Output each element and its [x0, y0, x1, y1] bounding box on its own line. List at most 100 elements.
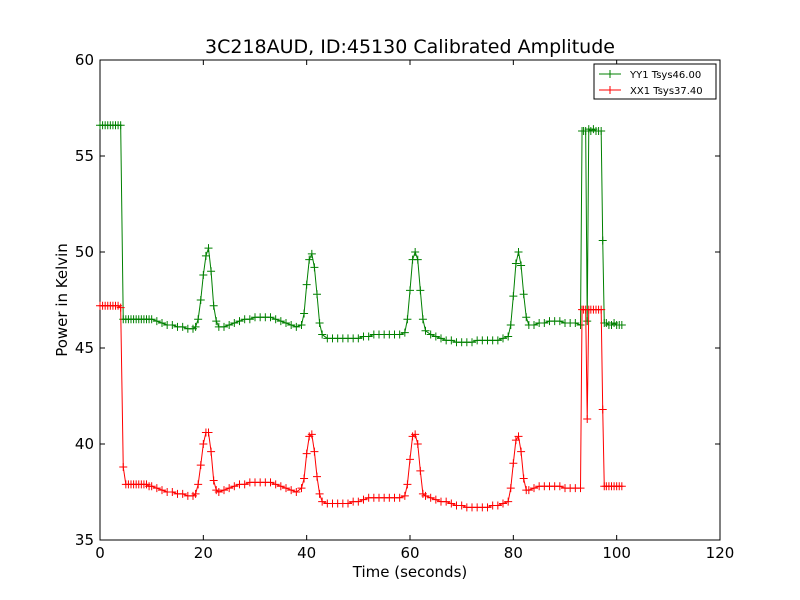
data-point: [597, 305, 606, 314]
data-point: [196, 296, 205, 304]
y-tick-label: 60: [75, 51, 94, 69]
data-point: [344, 499, 352, 508]
data-point: [266, 478, 275, 487]
data-point: [204, 428, 213, 437]
data-point: [540, 319, 549, 328]
data-point: [598, 236, 607, 245]
data-point: [152, 317, 161, 326]
data-point: [191, 322, 200, 331]
data-point: [403, 480, 412, 489]
data-point: [178, 322, 187, 331]
data-point: [421, 491, 430, 500]
data-point: [511, 259, 520, 268]
x-tick-label: 60: [400, 544, 419, 562]
data-point: [509, 292, 518, 301]
y-tick-label: 45: [75, 339, 94, 357]
y-tick-label: 55: [75, 147, 94, 165]
data-point: [555, 317, 564, 326]
legend: YY1 Tsys46.00 XX1 Tsys37.40: [593, 63, 717, 100]
data-point: [416, 466, 425, 475]
chart-title: 3C218AUD, ID:45130 Calibrated Amplitude: [205, 36, 615, 58]
data-point: [315, 489, 324, 498]
data-point: [302, 280, 311, 289]
data-point: [519, 474, 528, 483]
data-point: [426, 493, 435, 502]
y-axis: 35 40 45 50 55 60: [75, 51, 720, 549]
data-point: [147, 315, 156, 324]
data-point: [245, 315, 254, 324]
legend-marker: [606, 86, 614, 94]
data-point: [431, 332, 440, 341]
data-point: [147, 482, 156, 491]
data-point: [194, 480, 203, 489]
x-axis-label: Time (seconds): [352, 563, 468, 581]
data-point: [207, 447, 216, 456]
data-point: [617, 482, 626, 491]
data-point: [297, 320, 306, 329]
data-point: [297, 484, 306, 493]
data-point: [207, 267, 216, 276]
data-point: [506, 320, 515, 329]
data-point: [225, 484, 234, 493]
x-tick-label: 20: [194, 544, 213, 562]
data-point: [230, 319, 239, 328]
legend-label: YY1 Tsys46.00: [629, 70, 701, 81]
x-tick-label: 80: [504, 544, 523, 562]
data-point: [276, 482, 285, 491]
data-point: [413, 440, 422, 448]
x-tick-label: 40: [297, 544, 316, 562]
data-point: [354, 497, 363, 506]
data-point: [315, 319, 324, 328]
data-point: [583, 317, 592, 326]
data-point: [403, 315, 412, 324]
data-point: [493, 336, 502, 345]
data-point: [576, 320, 585, 329]
data-point: [178, 489, 187, 498]
data-point: [598, 405, 607, 414]
data-point: [506, 484, 515, 493]
data-point: [307, 430, 316, 439]
series-layer: [96, 121, 626, 512]
data-point: [282, 484, 290, 493]
data-point: [400, 491, 409, 500]
data-point: [305, 255, 314, 264]
data-point: [583, 415, 592, 424]
data-point: [555, 482, 564, 491]
data-point: [437, 334, 445, 343]
data-point: [421, 326, 430, 335]
data-point: [359, 495, 368, 504]
x-axis: 0 20 40 60 80 100 120: [95, 60, 734, 562]
data-point: [282, 319, 290, 328]
data-point: [196, 461, 205, 470]
data-point: [287, 486, 296, 495]
data-point: [447, 336, 456, 345]
data-point: [292, 322, 301, 331]
data-point: [209, 301, 218, 310]
y-axis-label: Power in Kelvin: [53, 243, 71, 357]
data-point: [406, 286, 414, 295]
data-point: [220, 322, 228, 331]
data-point: [418, 315, 427, 324]
data-point: [302, 449, 311, 458]
data-point: [431, 495, 440, 504]
data-point: [310, 263, 319, 272]
data-point: [354, 334, 363, 343]
x-tick-label: 120: [706, 544, 735, 562]
data-point: [524, 486, 533, 495]
data-point: [158, 486, 166, 495]
data-point: [191, 489, 200, 498]
data-point: [499, 334, 507, 343]
data-point: [517, 261, 526, 270]
data-point: [220, 486, 228, 495]
data-point: [364, 332, 373, 341]
data-point: [204, 244, 213, 253]
data-point: [576, 484, 585, 493]
data-point: [119, 463, 128, 472]
data-point: [509, 459, 518, 468]
data-point: [271, 315, 280, 324]
data-point: [426, 330, 435, 339]
data-point: [522, 313, 531, 322]
data-point: [406, 455, 414, 464]
data-point: [276, 317, 285, 326]
